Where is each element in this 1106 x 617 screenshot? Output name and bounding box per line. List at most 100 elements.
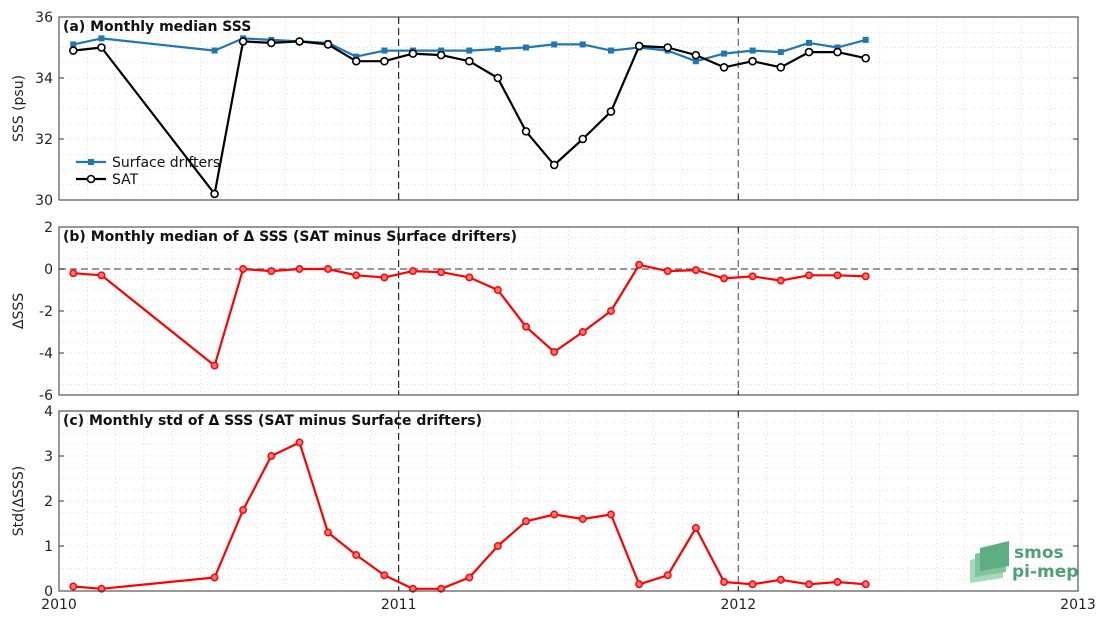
data-point — [353, 53, 360, 60]
y-axis-label: SSS (psu) — [11, 75, 27, 142]
data-point — [68, 46, 78, 55]
panel-title: (a) Monthly median SSS — [63, 19, 251, 35]
data-point — [210, 361, 219, 370]
y-tick-label: -4 — [39, 346, 53, 362]
panel-title: (b) Monthly median of Δ SSS (SAT minus S… — [63, 229, 517, 245]
data-point — [438, 47, 445, 54]
data-point — [437, 584, 446, 593]
data-point — [579, 41, 586, 48]
data-point — [239, 506, 248, 514]
legend-swatch-marker — [86, 174, 96, 184]
data-point — [550, 348, 559, 356]
data-point — [663, 267, 672, 276]
data-point — [97, 584, 106, 593]
data-point — [437, 268, 446, 277]
logo-line-2: pi-mep — [1012, 562, 1078, 582]
data-point — [97, 271, 106, 280]
y-axis-label: Std(ΔSSS) — [11, 466, 27, 536]
data-point — [663, 571, 672, 580]
data-point — [523, 44, 530, 51]
data-point — [211, 47, 218, 54]
y-tick-label: 0 — [44, 584, 53, 600]
data-point — [719, 63, 729, 72]
data-point — [521, 127, 531, 136]
data-point — [805, 39, 812, 46]
y-tick-label: 1 — [44, 539, 53, 555]
y-tick-label: 34 — [35, 71, 53, 87]
data-point — [634, 41, 644, 51]
data-point — [578, 515, 587, 523]
legend-label: Surface drifters — [112, 155, 220, 171]
data-point — [465, 573, 474, 582]
data-point — [466, 47, 473, 54]
data-point — [493, 286, 502, 294]
x-tick-label: 2010 — [41, 597, 77, 613]
legend-swatch-marker — [88, 159, 94, 165]
data-point — [352, 271, 361, 280]
series-line — [73, 263, 866, 367]
data-point — [607, 510, 615, 519]
data-point — [380, 571, 389, 580]
y-tick-label: 4 — [44, 404, 53, 420]
data-point — [210, 189, 219, 199]
data-point — [323, 40, 333, 49]
logo-stack-icon — [970, 541, 1009, 583]
data-point — [522, 517, 530, 526]
data-point — [381, 47, 388, 54]
data-point — [351, 56, 361, 66]
data-point — [692, 58, 699, 65]
data-point — [98, 35, 105, 42]
smos-pi-mep-logo: smos pi-mep — [970, 541, 1078, 583]
y-tick-label: 2 — [44, 494, 53, 510]
data-point — [833, 47, 842, 57]
data-point — [804, 47, 814, 57]
data-point — [97, 43, 106, 52]
data-point — [436, 50, 446, 60]
y-axis-label: ΔSSS — [11, 293, 27, 329]
data-point — [776, 63, 786, 72]
data-point — [549, 160, 559, 170]
data-point — [267, 452, 276, 460]
data-point — [607, 47, 614, 54]
x-tick-label: 2011 — [381, 597, 417, 613]
y-tick-label: 30 — [35, 193, 53, 209]
data-point — [70, 41, 77, 48]
data-point — [551, 41, 558, 48]
data-point — [833, 271, 842, 280]
y-tick-label: 3 — [44, 449, 53, 465]
data-point — [522, 322, 530, 331]
data-point — [749, 47, 756, 54]
data-point — [861, 580, 870, 589]
legend-label: SAT — [112, 172, 139, 188]
data-point — [606, 107, 616, 116]
axes-frame — [58, 226, 1079, 396]
data-point — [720, 274, 729, 283]
data-point — [635, 260, 644, 269]
data-point — [578, 328, 587, 336]
panel-3: 0 1 2 3 4 2010 2011 2012 2013 Std(ΔSSS) (c) Monthl… — [11, 404, 1096, 613]
data-point — [239, 265, 248, 273]
y-tick-label: 32 — [35, 132, 53, 148]
data-point — [266, 38, 276, 48]
data-point — [635, 580, 644, 589]
data-point — [550, 510, 559, 519]
data-point — [862, 36, 869, 43]
data-point — [493, 73, 503, 83]
series-line — [73, 40, 866, 195]
data-point — [663, 43, 672, 52]
x-tick-label: 2013 — [1060, 597, 1096, 613]
data-point — [408, 584, 417, 593]
data-point — [380, 56, 389, 66]
data-point — [295, 37, 304, 46]
data-point — [380, 273, 389, 282]
data-point — [748, 56, 757, 66]
axes-frame — [58, 16, 1079, 201]
data-point — [748, 272, 757, 281]
data-point — [861, 272, 870, 281]
data-point — [69, 582, 78, 591]
data-point — [691, 266, 700, 274]
